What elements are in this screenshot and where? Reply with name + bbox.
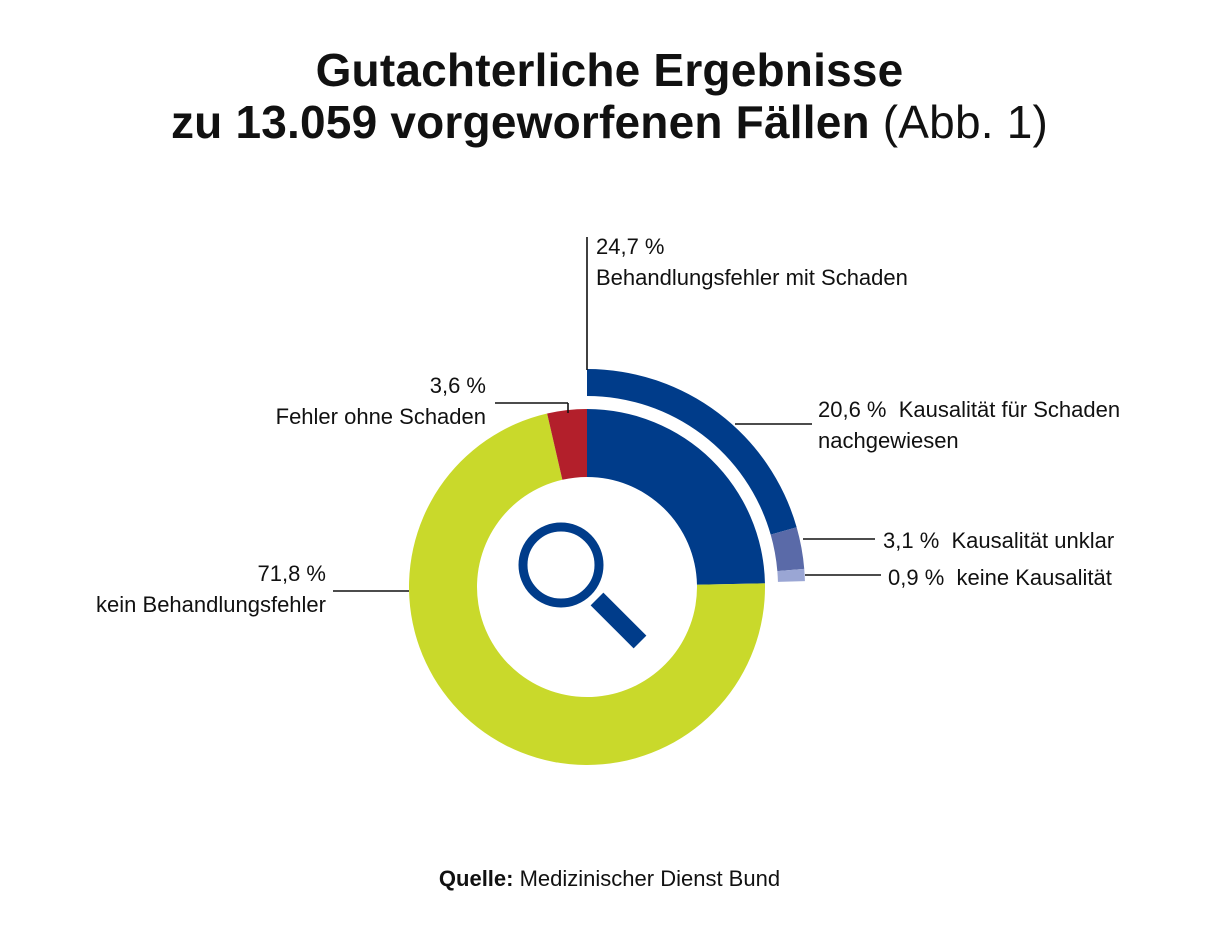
value-label: 3,6 %: [429, 373, 486, 398]
value-label: 3,1 %: [883, 528, 940, 553]
figure-note: (Abb. 1): [882, 96, 1048, 148]
value-label: 20,6 %: [818, 397, 887, 422]
title-line-2: zu 13.059 vorgeworfenen Fällen (Abb. 1): [0, 96, 1219, 148]
label-behandlungsfehler-mit-schaden: 24,7 % Behandlungsfehler mit Schaden: [596, 231, 908, 293]
category-label-line-2: nachgewiesen: [818, 428, 959, 453]
category-label-line-1: Kausalität für Schaden: [898, 397, 1121, 422]
chart-title: Gutachterliche Ergebnisse zu 13.059 vorg…: [0, 44, 1219, 148]
category-label: Kausalität unklar: [951, 528, 1115, 553]
source-label: Quelle:: [438, 866, 514, 891]
slice-kausal-nachgewiesen: [587, 368, 797, 535]
label-kausalitaet-nachgewiesen: 20,6 % Kausalität für Schaden nachgewies…: [818, 394, 1120, 456]
label-fehler-ohne-schaden: 3,6 % Fehler ohne Schaden: [276, 370, 486, 432]
slice-kausal-unklar: [770, 527, 805, 572]
outer-ring: [587, 368, 805, 582]
label-keine-kausalitaet: 0,9 % keine Kausalität: [888, 562, 1112, 593]
slice-keine-kausal: [777, 568, 805, 582]
label-kausalitaet-unklar: 3,1 % Kausalität unklar: [883, 525, 1114, 556]
title-line-2-text: zu 13.059 vorgeworfenen Fällen: [170, 96, 870, 148]
slice-mit-schaden: [587, 409, 765, 585]
magnifier-icon: [518, 522, 647, 649]
category-label: keine Kausalität: [956, 565, 1112, 590]
category-label: kein Behandlungsfehler: [96, 592, 326, 617]
label-kein-behandlungsfehler: 71,8 % kein Behandlungsfehler: [96, 558, 326, 620]
category-label: Behandlungsfehler mit Schaden: [596, 265, 908, 290]
category-label: Fehler ohne Schaden: [275, 404, 486, 429]
slice-kein-fehler: [408, 413, 765, 765]
value-label: 24,7 %: [596, 234, 665, 259]
leader-lines: [333, 237, 881, 592]
slice-ohne-schaden: [547, 409, 587, 480]
value-and-label: 20,6 % Kausalität für Schaden: [818, 394, 1120, 425]
value-label: 0,9 %: [888, 565, 945, 590]
source-text: Medizinischer Dienst Bund: [519, 866, 781, 891]
title-line-1: Gutachterliche Ergebnisse: [315, 44, 904, 96]
value-label: 71,8 %: [257, 561, 327, 586]
inner-ring: [408, 409, 765, 765]
source-note: Quelle: Medizinischer Dienst Bund: [0, 866, 1219, 892]
